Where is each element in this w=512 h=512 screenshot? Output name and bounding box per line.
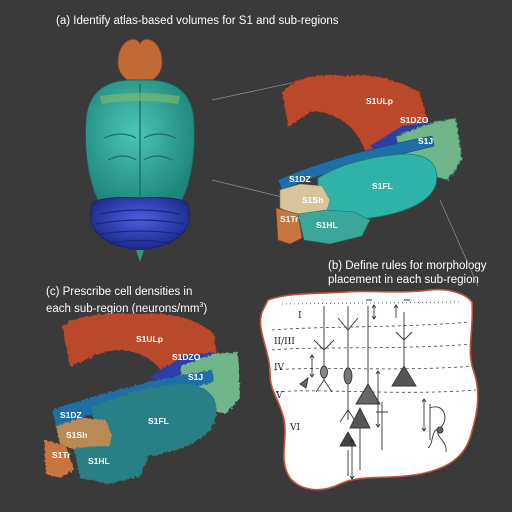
label-c-s1hl: S1HL xyxy=(88,456,110,466)
region-s1tr xyxy=(275,207,303,245)
layer-label-23: II/III xyxy=(274,337,295,347)
layer-diagram: I II/III IV V VI xyxy=(259,288,479,491)
label-c-s1sh: S1Sh xyxy=(66,430,87,440)
s1-subregions-3d: S1ULp S1DZO S1J S1DZ S1FL S1Sh S1Tr S1HL xyxy=(275,74,463,245)
label-c-s1dz: S1DZ xyxy=(60,410,82,420)
layer-label-1: I xyxy=(298,311,302,321)
density-s1tr xyxy=(44,440,74,478)
label-a-s1sh: S1Sh xyxy=(302,195,323,205)
caption-c-line2: each sub-region (neurons/mm xyxy=(46,302,200,315)
label-c-s1j: S1J xyxy=(188,372,203,382)
label-a-s1dz: S1DZ xyxy=(289,174,311,184)
label-a-s1j: S1J xyxy=(418,136,433,146)
olfactory-bulb xyxy=(117,39,163,85)
caption-b-line1: (b) Define rules for morphology xyxy=(328,260,487,272)
caption-a: (a) Identify atlas-based volumes for S1 … xyxy=(56,15,339,27)
label-c-s1fl: S1FL xyxy=(148,416,169,426)
caption-c: (c) Prescribe cell densities in each sub… xyxy=(46,285,266,316)
caption-b: (b) Define rules for morphology placemen… xyxy=(328,259,508,287)
density-s1sh xyxy=(56,418,112,452)
caption-c-line1: (c) Prescribe cell densities in xyxy=(46,286,193,298)
brain-dorsal-view xyxy=(85,39,195,262)
density-s1hl xyxy=(74,446,148,484)
caption-c-sup: 3 xyxy=(199,302,204,309)
density-labels: S1ULp S1DZO S1J S1DZ S1FL S1Sh S1Tr S1HL xyxy=(52,334,203,466)
connector-lines xyxy=(211,81,479,287)
height-arrows xyxy=(309,304,427,480)
region-s1sh xyxy=(279,183,331,217)
layer-label-6: VI xyxy=(289,423,300,433)
caption-c-end: ) xyxy=(203,302,208,315)
label-c-s1dzo: S1DZO xyxy=(172,352,201,362)
label-a-s1tr: S1Tr xyxy=(280,214,299,224)
label-a-s1dzo: S1DZO xyxy=(400,115,429,125)
label-c-s1ulp: S1ULp xyxy=(136,334,163,344)
layer-label-5: V xyxy=(275,391,283,401)
label-a-s1ulp: S1ULp xyxy=(366,96,393,106)
caption-b-line2: placement in each sub-region xyxy=(328,274,479,286)
label-a-s1fl: S1FL xyxy=(372,181,393,191)
neuron-morphologies xyxy=(299,299,447,476)
label-a-s1hl: S1HL xyxy=(316,220,338,230)
label-c-s1tr: S1Tr xyxy=(52,450,71,460)
density-map xyxy=(44,313,240,484)
density-s1fl xyxy=(92,384,217,457)
layer-label-4: IV xyxy=(274,363,285,373)
cerebellum xyxy=(90,197,190,251)
region-s1hl xyxy=(297,209,371,245)
